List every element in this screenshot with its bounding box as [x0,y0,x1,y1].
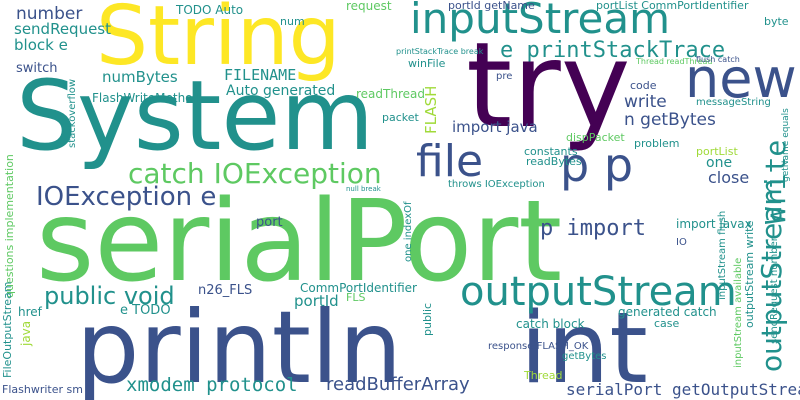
word-auto-generated: Auto generated [226,83,336,99]
word-one: one [706,155,733,171]
word-public-vertical: public [421,302,434,336]
word-sendrequest: sendRequest [14,20,112,38]
word-n-getbytes: n getBytes [624,110,716,130]
word-getname-equals-vertical: getName equals [781,108,791,182]
word-switch: switch [16,61,58,76]
word-portid: portId [294,292,339,310]
word-flush-catch: flush catch [696,55,740,64]
word-try: try [466,16,631,154]
word-new: new [685,47,797,110]
word-getbytes: getBytes [562,351,607,362]
word-null-break: null break [346,185,381,193]
word-public-void: public void [44,282,175,310]
word-thread: Thread [524,369,563,382]
word-printstacktrace-break: printStackTrace break [396,47,484,56]
word-messagestring: messageString [696,97,771,108]
word-flashwritemethod: FlashWriteMethod [92,91,201,105]
word-e-todo: e TODO [120,303,171,318]
word-flash-vertical: FLASH [422,85,440,134]
word-readthread: readThread [356,87,425,101]
word-p-import: p import [540,216,646,241]
word-constants: constants [524,145,578,158]
word-case: case [654,317,680,330]
word-inputstream-available-vertical: inputStream available [733,257,744,368]
word-outputStream: outputStream [460,269,737,315]
word-one-indexof-vertical: one indexOf [403,201,414,262]
word-portlist-commportidentifier: portList CommPortIdentifier [596,0,749,12]
word-portid-getname: portId getName [448,0,535,12]
word-int: int [520,292,648,400]
word-serialport-getoutputstream: serialPort getOutputStream [566,380,800,399]
word-e-printstacktrace: e printStackTrace [500,38,726,63]
word-write: write [624,92,667,112]
word-sendrequest-number-vertical: sendRequest number [769,237,780,344]
word-file: file [416,136,484,187]
word-serialPort: serialPort [36,177,563,307]
word-fileoutputstream-vertical: FileOutputStream [1,281,14,378]
word-inputStream: inputStream [410,0,670,43]
word-string: String [96,0,341,84]
word-catch-block: catch block [516,317,585,331]
word-outputstream-write-vertical: outputStream write [743,220,756,328]
word-java-vertical: java [19,320,33,346]
word-p-p: p p [560,138,634,192]
word-thread-readthread: Thread readThread [636,57,713,66]
word-fls: FLS [346,291,366,304]
word-readbytes: readBytes [526,155,582,168]
word-pre: pre [496,71,513,82]
word-inputstream-flush-vertical: inputStream flush [717,210,728,300]
word-filename: FILENAME [224,66,297,84]
word-system: System [16,60,374,172]
word-io: IO [676,237,687,248]
word-import-java: import java [452,118,538,136]
word-catch-ioexception: catch IOException [128,157,382,190]
word-generated-catch: generated catch [618,305,717,319]
word-flashwriter-sm: Flashwriter sm [2,383,83,396]
word-n26-fls: n26_FLS [198,283,253,298]
word-packet: packet [382,111,419,124]
word-commportidentifier: CommPortIdentifier [300,281,417,295]
word-request: request [346,0,392,13]
word-port: port [256,215,283,230]
word-close: close [708,168,750,187]
word-winfile: winFile [408,57,446,70]
word-ioexception-e: IOException e [36,182,217,212]
word-portlist: portList [696,145,738,158]
word-println: println [76,289,403,400]
word-todo-auto: TODO Auto [176,3,244,17]
word-code: code [630,79,657,92]
word-block-e: block e [14,36,68,54]
word-href: href [18,305,42,319]
word-response-flash-ok: response FLASH_OK [488,341,589,352]
word-import-javax: import javax [676,217,752,231]
word-questions-implementation-vertical: questions implementation [3,154,16,298]
word-numbytes: numBytes [102,68,178,86]
word-readbufferarray: readBufferArray [326,374,470,395]
word-byte: byte [764,15,789,28]
word-disppacket: dispPacket [566,131,625,144]
word-xmodem-protocol: xmodem protocol [126,374,298,396]
word-stackoverflow-vertical: stackoverflow [67,78,78,148]
word-throws-ioexception: throws IOException [448,179,545,190]
word-num: num [280,15,305,28]
word-number: number [16,4,83,24]
word-problem: problem [634,137,680,150]
